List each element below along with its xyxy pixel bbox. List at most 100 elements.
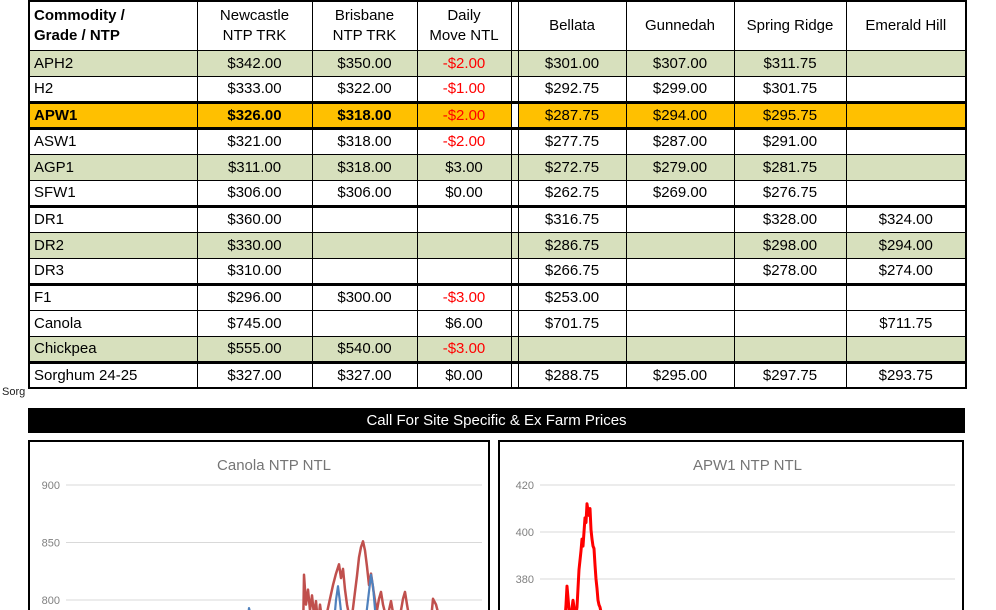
price-cell[interactable]: $327.00 (311, 360, 418, 389)
cell-grade[interactable]: DR1 (28, 204, 198, 233)
price-cell[interactable]: $288.75 (517, 360, 627, 389)
price-cell[interactable]: $298.00 (733, 231, 847, 259)
column-header-brisbane[interactable]: Brisbane NTP TRK (311, 0, 418, 51)
price-cell[interactable]: $279.00 (625, 153, 735, 181)
price-cell[interactable]: $287.75 (517, 100, 627, 130)
price-cell[interactable]: $301.75 (733, 75, 847, 103)
column-header-gunnedah[interactable]: Gunnedah (625, 0, 735, 51)
price-cell[interactable]: -$3.00 (416, 282, 512, 311)
price-cell[interactable]: $745.00 (196, 309, 313, 337)
price-cell[interactable]: $318.00 (311, 100, 418, 130)
price-cell[interactable]: $330.00 (196, 231, 313, 259)
price-cell[interactable] (733, 309, 847, 337)
price-cell[interactable]: $318.00 (311, 153, 418, 181)
price-cell[interactable]: $6.00 (416, 309, 512, 337)
price-cell[interactable]: $281.75 (733, 153, 847, 181)
price-cell[interactable] (845, 153, 967, 181)
price-cell[interactable]: -$2.00 (416, 127, 512, 155)
price-cell[interactable]: $292.75 (517, 75, 627, 103)
price-cell[interactable]: $555.00 (196, 335, 313, 363)
cell-grade[interactable]: Canola (28, 309, 198, 337)
price-cell[interactable]: -$2.00 (416, 49, 512, 77)
price-cell[interactable]: $299.00 (625, 75, 735, 103)
price-cell[interactable]: $253.00 (517, 282, 627, 311)
price-cell[interactable]: $318.00 (311, 127, 418, 155)
price-cell[interactable]: $266.75 (517, 257, 627, 285)
price-cell[interactable] (625, 257, 735, 285)
price-cell[interactable] (416, 204, 512, 233)
price-cell[interactable]: $0.00 (416, 360, 512, 389)
price-cell[interactable]: $297.75 (733, 360, 847, 389)
price-cell[interactable] (845, 75, 967, 103)
price-cell[interactable]: $277.75 (517, 127, 627, 155)
price-cell[interactable] (845, 127, 967, 155)
price-cell[interactable]: $342.00 (196, 49, 313, 77)
price-cell[interactable]: $276.75 (733, 179, 847, 207)
price-cell[interactable]: $278.00 (733, 257, 847, 285)
price-cell[interactable] (416, 257, 512, 285)
price-cell[interactable] (625, 335, 735, 363)
cell-grade[interactable]: APH2 (28, 49, 198, 77)
price-cell[interactable]: $293.75 (845, 360, 967, 389)
price-cell[interactable]: $272.75 (517, 153, 627, 181)
price-cell[interactable]: $311.00 (196, 153, 313, 181)
cell-grade[interactable]: APW1 (28, 100, 198, 130)
price-cell[interactable]: $360.00 (196, 204, 313, 233)
price-cell[interactable]: $540.00 (311, 335, 418, 363)
column-header-emerald-hill[interactable]: Emerald Hill (845, 0, 967, 51)
price-cell[interactable]: $350.00 (311, 49, 418, 77)
price-cell[interactable] (311, 257, 418, 285)
price-cell[interactable]: $711.75 (845, 309, 967, 337)
price-cell[interactable]: $324.00 (845, 204, 967, 233)
price-cell[interactable] (625, 231, 735, 259)
price-cell[interactable] (416, 231, 512, 259)
price-cell[interactable] (625, 204, 735, 233)
price-cell[interactable]: $3.00 (416, 153, 512, 181)
price-cell[interactable]: $286.75 (517, 231, 627, 259)
cell-grade[interactable]: F1 (28, 282, 198, 311)
column-header-newcastle[interactable]: Newcastle NTP TRK (196, 0, 313, 51)
price-cell[interactable]: $322.00 (311, 75, 418, 103)
price-cell[interactable] (733, 282, 847, 311)
price-cell[interactable]: -$2.00 (416, 100, 512, 130)
price-cell[interactable]: $701.75 (517, 309, 627, 337)
price-cell[interactable]: -$3.00 (416, 335, 512, 363)
column-header-daily[interactable]: Daily Move NTL (416, 0, 512, 51)
price-cell[interactable]: $274.00 (845, 257, 967, 285)
column-header-spring-ridge[interactable]: Spring Ridge (733, 0, 847, 51)
price-cell[interactable] (625, 309, 735, 337)
price-cell[interactable]: -$1.00 (416, 75, 512, 103)
price-cell[interactable]: $269.00 (625, 179, 735, 207)
price-cell[interactable] (845, 335, 967, 363)
cell-grade[interactable]: SFW1 (28, 179, 198, 207)
price-cell[interactable] (845, 282, 967, 311)
price-cell[interactable] (625, 282, 735, 311)
cell-grade[interactable]: ASW1 (28, 127, 198, 155)
price-cell[interactable]: $333.00 (196, 75, 313, 103)
price-cell[interactable] (845, 179, 967, 207)
price-cell[interactable]: $294.00 (845, 231, 967, 259)
price-cell[interactable] (311, 309, 418, 337)
price-cell[interactable] (311, 231, 418, 259)
price-cell[interactable] (517, 335, 627, 363)
column-header-bellata[interactable]: Bellata (517, 0, 627, 51)
price-cell[interactable]: $306.00 (196, 179, 313, 207)
price-cell[interactable] (845, 49, 967, 77)
cell-grade[interactable]: H2 (28, 75, 198, 103)
cell-grade[interactable]: DR3 (28, 257, 198, 285)
price-cell[interactable]: $0.00 (416, 179, 512, 207)
price-cell[interactable]: $306.00 (311, 179, 418, 207)
price-cell[interactable] (311, 204, 418, 233)
price-cell[interactable]: $295.00 (625, 360, 735, 389)
cell-grade[interactable]: Chickpea (28, 335, 198, 363)
price-cell[interactable]: $328.00 (733, 204, 847, 233)
price-cell[interactable]: $321.00 (196, 127, 313, 155)
price-cell[interactable] (733, 335, 847, 363)
price-cell[interactable]: $291.00 (733, 127, 847, 155)
price-cell[interactable]: $294.00 (625, 100, 735, 130)
price-cell[interactable]: $300.00 (311, 282, 418, 311)
cell-grade[interactable]: AGP1 (28, 153, 198, 181)
price-cell[interactable]: $287.00 (625, 127, 735, 155)
cell-grade[interactable]: Sorghum 24-25 (28, 360, 198, 389)
price-cell[interactable]: $296.00 (196, 282, 313, 311)
